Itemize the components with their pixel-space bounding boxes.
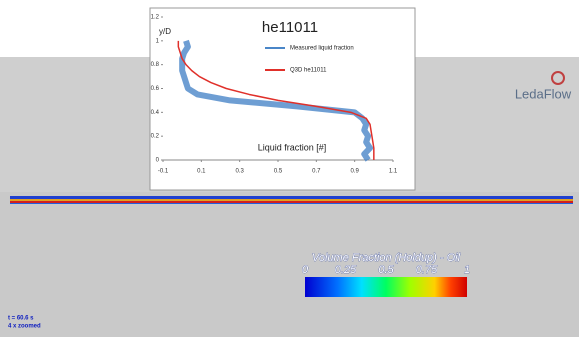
legend-label: Measured liquid fraction [290,46,354,52]
colorbar-tick-label: 0.5 [378,264,394,276]
y-tick-label: 1.2 [151,15,160,21]
x-tick-label: 0.5 [274,169,283,175]
y-axis-label: y/D [159,27,171,36]
status-time: t = 60.6 s [8,316,34,322]
colorbar-tick-label: 0 [302,264,309,276]
page: {"chart_data": {"type": "line", "title":… [0,0,579,337]
chart-title: he11011 [262,19,318,36]
inset-chart: he11011 y/D Liquid fraction [#] [150,8,415,190]
x-tick-label: 0.1 [197,169,206,175]
colorbar-title: Volume Fraction (Holdup) - Oil [312,252,461,264]
y-tick-label: 0.8 [151,62,160,68]
colorbar [305,277,467,297]
x-tick-label: 0.3 [235,169,244,175]
legend-label: Q3D he11011 [290,68,327,74]
x-axis-label: Liquid fraction [#] [258,142,327,152]
y-tick-label: 0.2 [151,134,160,140]
x-tick-label: -0.1 [158,169,169,175]
colorbar-tick-label: 0.25 [335,264,357,276]
y-tick-label: 0.4 [151,110,160,116]
status-zoom: 4 x zoomed [8,324,41,330]
colorbar-tick-label: 0.75 [416,264,438,276]
pipe [10,196,573,204]
x-tick-label: 0.9 [350,169,359,175]
x-tick-label: 1.1 [389,169,398,175]
colorbar-tick-label: 1 [464,264,470,276]
screen: LedaFlow Volume Fraction (Holdup) - Oil … [0,0,579,337]
logo-text: LedaFlow [515,86,572,101]
y-tick-label: 0.6 [151,86,160,92]
x-tick-label: 0.7 [312,169,321,175]
